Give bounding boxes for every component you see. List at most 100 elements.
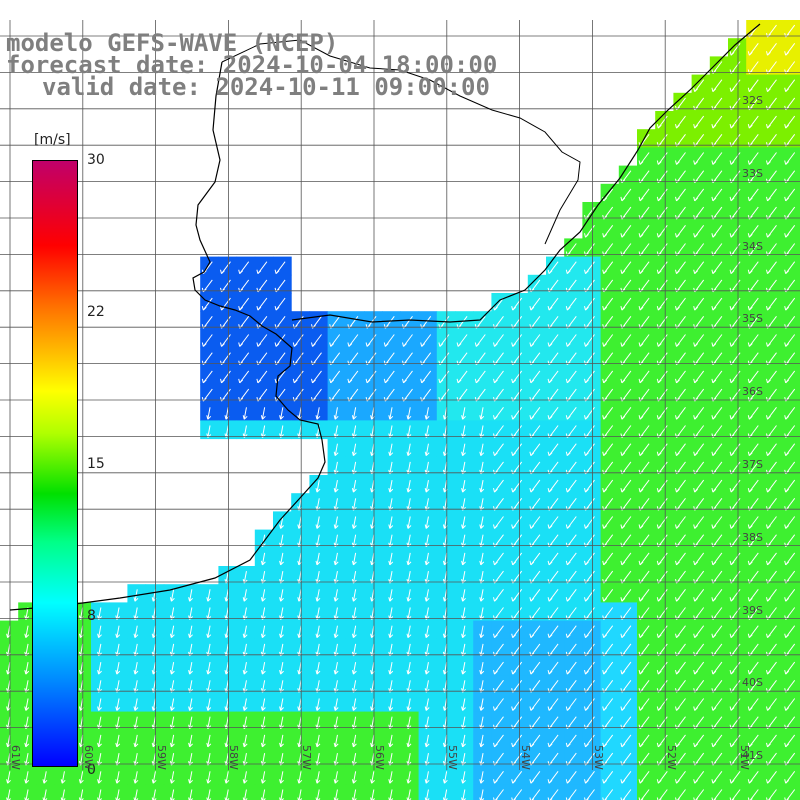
wind-arrow: [529, 625, 541, 639]
wind-arrow: [115, 625, 121, 639]
wind-arrow: [602, 661, 614, 675]
wind-arrow: [747, 698, 759, 711]
wind-arrow: [547, 516, 559, 529]
wind-arrow: [424, 552, 430, 566]
wind-arrow: [133, 662, 139, 675]
wind-arrow: [711, 698, 723, 711]
lon-label: 52W: [665, 745, 678, 770]
wind-arrow: [406, 625, 412, 639]
wind-arrow: [406, 771, 412, 784]
wind-arrow: [693, 225, 705, 238]
wind-arrow: [620, 498, 632, 511]
wind-arrow: [766, 407, 777, 420]
wind-arrow: [747, 443, 759, 457]
wind-arrow: [675, 498, 686, 511]
wind-arrow: [747, 370, 759, 384]
wind-arrow: [406, 552, 412, 566]
wind-arrow: [747, 152, 759, 165]
model-title: modelo GEFS-WAVE (NCEP): [6, 29, 339, 57]
wind-arrow: [584, 498, 595, 511]
wind-arrow: [729, 625, 741, 639]
wind-arrow: [784, 170, 796, 184]
wind-arrow: [347, 370, 359, 384]
wind-arrow: [474, 316, 486, 329]
wind-arrow: [711, 261, 723, 275]
colorbar-tick: 30: [87, 152, 105, 168]
wind-cell: [564, 784, 583, 800]
wind-arrow: [351, 498, 357, 511]
wind-arrow: [115, 662, 121, 675]
wind-arrow: [279, 589, 284, 602]
wind-arrow: [511, 407, 523, 420]
wind-arrow: [766, 443, 777, 457]
wind-arrow: [188, 625, 193, 639]
wind-arrow: [461, 498, 466, 511]
wind-arrow: [675, 771, 686, 784]
wind-arrow: [547, 625, 559, 639]
wind-arrow: [638, 443, 650, 457]
wind-arrow: [420, 334, 432, 347]
wind-arrow: [711, 170, 723, 184]
wind-arrow: [729, 498, 741, 511]
wind-arrow: [675, 552, 686, 566]
wind-arrow: [565, 498, 577, 511]
wind-arrow: [784, 589, 796, 602]
wind-arrow: [201, 316, 213, 329]
wind-arrow: [479, 443, 485, 457]
wind-arrow: [424, 625, 430, 639]
wind-arrow: [784, 498, 796, 511]
wind-arrow: [169, 662, 175, 675]
wind-arrow: [493, 407, 504, 420]
wind-arrow: [602, 625, 614, 639]
wind-arrow: [315, 698, 321, 711]
wind-arrow: [565, 407, 577, 420]
wind-arrow: [315, 516, 321, 529]
wind-arrow: [529, 698, 541, 711]
wind-arrow: [675, 698, 686, 711]
wind-arrow: [620, 661, 632, 675]
wind-arrow: [479, 407, 485, 420]
wind-arrow: [115, 771, 121, 784]
lon-label: 55W: [446, 745, 459, 770]
wind-arrow: [406, 516, 412, 529]
wind-arrow: [388, 443, 394, 457]
wind-arrow: [333, 443, 339, 457]
wind-arrow: [784, 734, 796, 748]
wind-arrow: [747, 170, 759, 184]
wind-arrow: [242, 625, 248, 639]
wind-arrow: [461, 552, 466, 566]
wind-arrow: [620, 589, 632, 602]
wind-arrow: [711, 407, 723, 420]
wind-arrow: [493, 661, 504, 675]
wind-arrow: [206, 662, 212, 675]
wind-arrow: [656, 698, 668, 711]
wind-arrow: [766, 115, 777, 129]
wind-arrow: [297, 771, 303, 784]
wind-arrow: [747, 771, 759, 784]
wind-arrow: [620, 443, 632, 457]
wind-arrow: [547, 316, 559, 329]
wind-arrow: [256, 370, 268, 384]
wind-arrow: [656, 188, 668, 202]
wind-arrow: [442, 771, 448, 784]
wind-arrow: [729, 115, 741, 129]
wind-arrow: [438, 370, 450, 384]
wind-arrow: [620, 516, 632, 529]
wind-arrow: [220, 316, 231, 329]
wind-arrow: [24, 771, 30, 784]
wind-arrow: [206, 589, 212, 602]
border-line: [221, 39, 581, 245]
wind-arrow: [479, 771, 485, 784]
wind-arrow: [220, 261, 231, 275]
wind-arrow: [547, 698, 559, 711]
wind-arrow: [315, 589, 321, 602]
wind-arrow: [729, 316, 741, 329]
wind-arrow: [529, 734, 541, 748]
colorbar-tick: 22: [87, 304, 105, 320]
wind-cell: [746, 784, 765, 800]
wind-cell: [600, 784, 620, 800]
wind-arrow: [511, 698, 523, 711]
wind-arrow: [565, 734, 577, 748]
wind-arrow: [565, 771, 577, 784]
wind-arrow: [493, 370, 504, 384]
